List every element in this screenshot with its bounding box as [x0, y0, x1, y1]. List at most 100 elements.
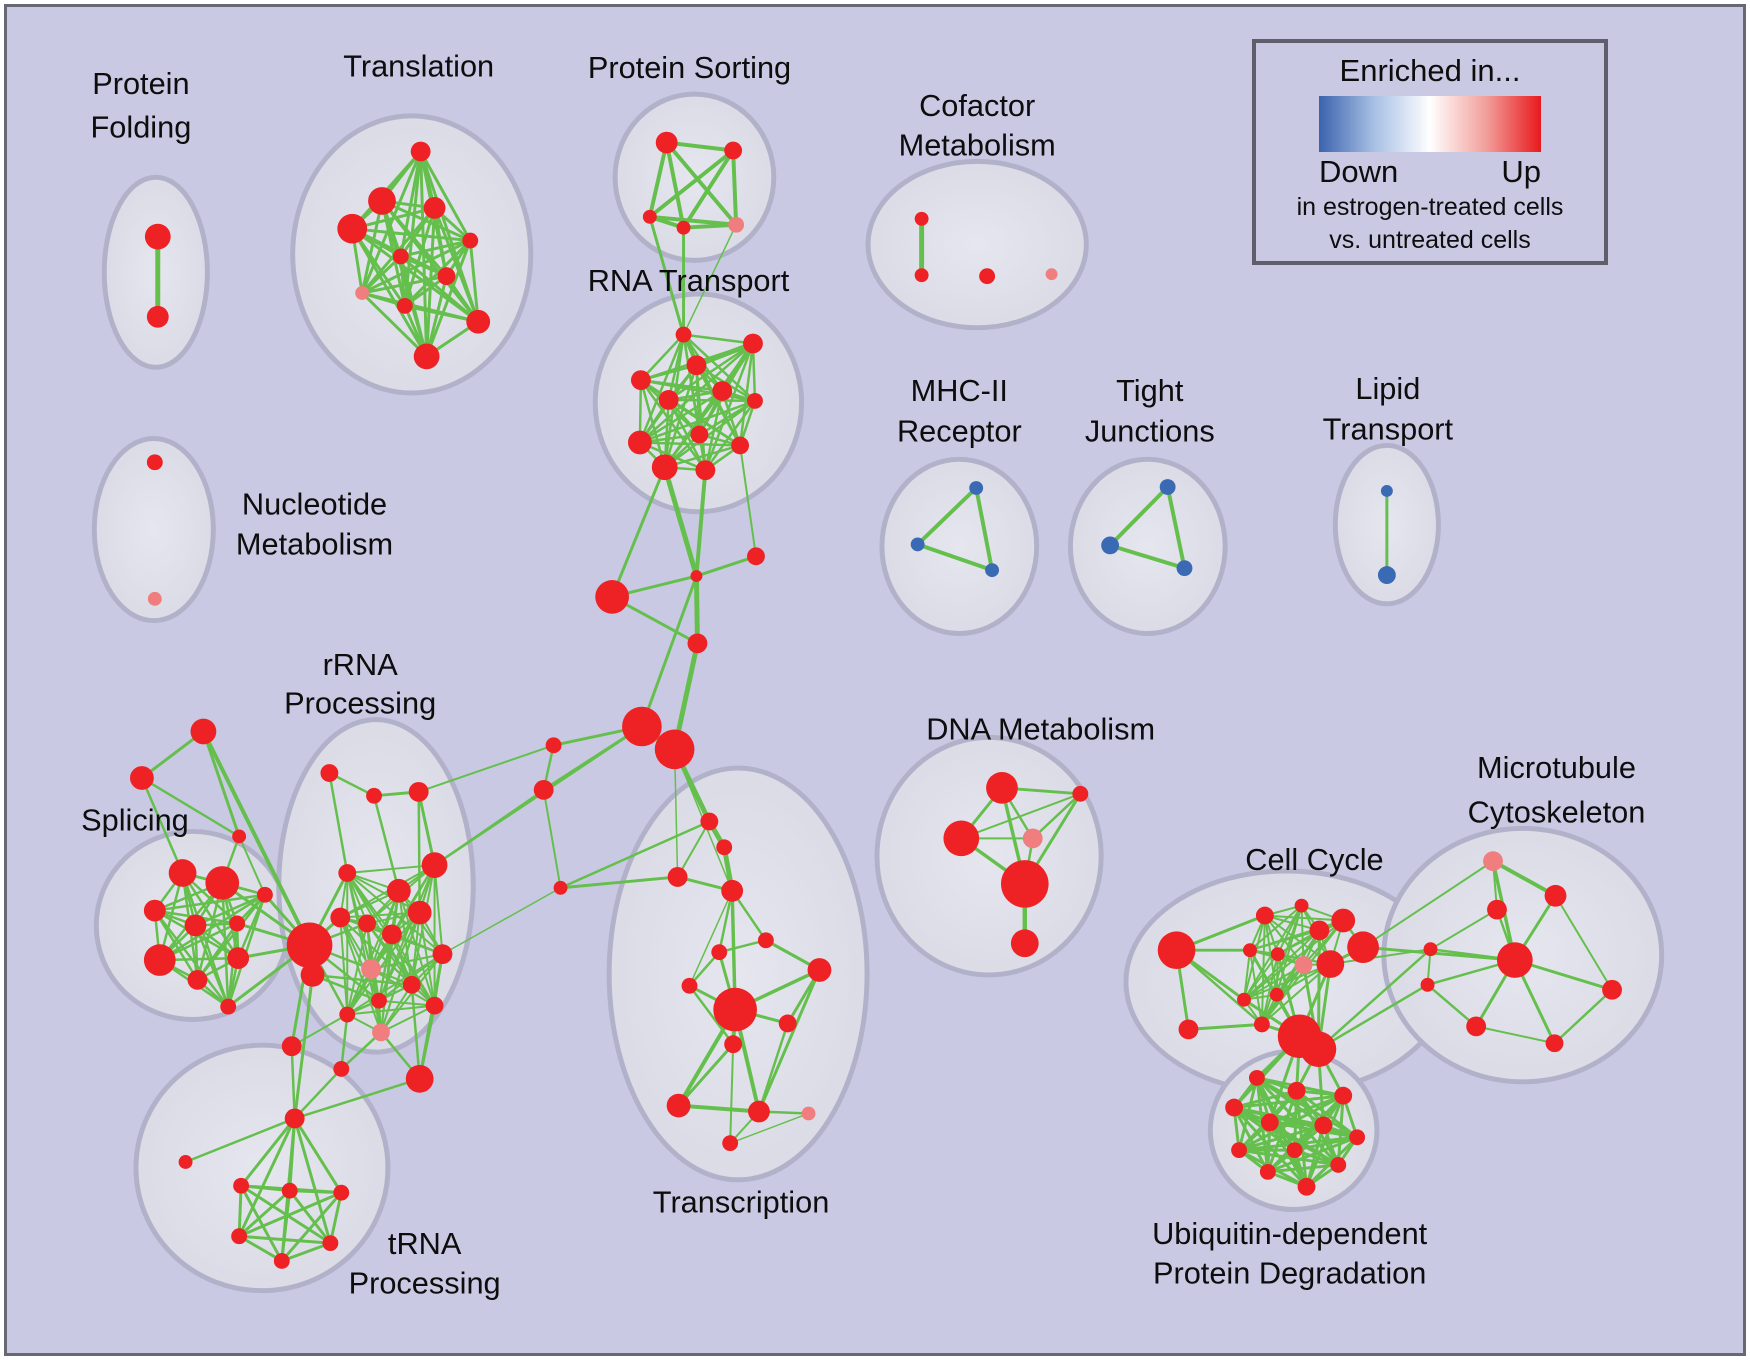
network-node-cc0: [1157, 931, 1196, 969]
network-node-cc3: [1294, 898, 1309, 913]
network-node-mh1: [969, 481, 984, 495]
network-node-ub7: [1349, 1129, 1366, 1146]
network-edge: [379, 1004, 436, 1034]
network-node-nm1: [146, 454, 163, 471]
network-edge: [378, 911, 421, 1002]
network-edge: [1243, 963, 1332, 1001]
network-node-j2: [747, 547, 765, 566]
network-edge: [346, 1004, 436, 1016]
network-node-h2: [654, 729, 695, 770]
network-edge: [350, 227, 429, 358]
network-node-tj1: [1159, 479, 1176, 495]
network-edge: [915, 542, 995, 573]
network-node-cc15: [1347, 931, 1379, 964]
network-edge: [1243, 953, 1279, 1001]
network-node-rt10: [731, 436, 750, 455]
network-node-d5: [1000, 860, 1049, 908]
network-edge: [694, 554, 758, 578]
network-node-tr6: [392, 248, 409, 265]
network-edge: [739, 444, 757, 558]
network-edge: [1266, 1163, 1340, 1174]
network-edge: [158, 893, 267, 962]
network-edge: [1243, 964, 1305, 1001]
network-node-rr11: [371, 992, 387, 1009]
network-node-sp5: [229, 915, 246, 932]
network-edge: [238, 835, 266, 896]
network-edge: [181, 871, 240, 960]
network-node-b1: [595, 580, 629, 614]
cluster-label-mhc-ii-receptor: Receptor: [897, 414, 1022, 449]
network-node-sp9: [256, 886, 273, 903]
network-node-tr10: [466, 309, 491, 334]
network-node-cm1: [914, 211, 929, 226]
network-edge: [1031, 792, 1082, 840]
network-node-ub12: [1297, 1177, 1316, 1196]
network-node-cc6: [1243, 943, 1257, 958]
network-node-pf1: [144, 223, 171, 250]
network-edge: [196, 893, 267, 982]
network-node-tr2: [368, 187, 396, 215]
network-edge: [360, 150, 423, 295]
cluster-ellipse-nucleotide-metabolism: [91, 436, 216, 624]
cluster-ellipse-cofactor-metabolism: [865, 158, 1089, 331]
network-node-cc1: [1178, 1019, 1199, 1040]
network-node-rt1: [675, 326, 692, 343]
network-edge: [1475, 1025, 1556, 1045]
network-edge: [418, 911, 436, 1007]
network-edge: [378, 999, 436, 1007]
network-edge: [682, 223, 737, 336]
network-node-mt4: [1496, 942, 1533, 978]
network-node-ub1: [1248, 1069, 1265, 1086]
network-edge: [441, 887, 562, 955]
cluster-label-nucleotide-metabolism: Nucleotide: [242, 487, 387, 522]
cluster-label-transcription: Transcription: [653, 1184, 830, 1219]
network-edge: [293, 1067, 343, 1120]
network-edge: [1232, 1094, 1345, 1110]
network-node-cc8: [1294, 956, 1313, 974]
network-node-cc10: [1237, 992, 1251, 1007]
cluster-label-splicing: Splicing: [81, 802, 189, 837]
network-node-rr13: [339, 1006, 356, 1023]
cluster-label-rna-transport: RNA Transport: [588, 263, 790, 298]
cluster-label-cofactor-metabolism: Cofactor: [919, 88, 1035, 123]
cluster-label-protein-sorting: Protein Sorting: [588, 50, 791, 85]
network-edge: [372, 794, 401, 893]
network-node-ub3: [1334, 1086, 1353, 1105]
network-node-tr7: [437, 267, 456, 286]
network-edge: [350, 227, 472, 243]
network-edge: [915, 486, 979, 547]
network-edge: [239, 1184, 284, 1263]
network-node-ub4: [1225, 1098, 1244, 1117]
network-node-rr17: [281, 1036, 302, 1057]
network-edge: [468, 239, 480, 324]
cluster-label-ubiquitin-degradation: Protein Degradation: [1153, 1256, 1426, 1291]
network-node-rr5: [358, 914, 377, 933]
network-node-cm4: [1045, 268, 1058, 281]
network-node-rt4: [630, 370, 651, 391]
network-node-rr15: [405, 1064, 434, 1093]
network-node-ub6: [1314, 1116, 1333, 1135]
network-edge: [1108, 543, 1187, 571]
network-edge: [340, 1013, 349, 1071]
network-edge: [677, 1042, 735, 1108]
network-node-d4: [1022, 828, 1043, 849]
network-edge: [346, 889, 400, 1016]
network-node-pf2: [146, 305, 169, 328]
network-edge: [410, 983, 421, 1081]
network-edge: [1276, 919, 1345, 956]
network-node-tx3: [667, 867, 688, 887]
network-edge: [1175, 948, 1264, 1026]
network-edge: [360, 254, 403, 295]
network-edge: [1260, 914, 1266, 1026]
cluster-label-protein-folding: Protein: [92, 66, 189, 101]
network-edge: [328, 771, 349, 875]
network-edge: [366, 922, 436, 1007]
network-edge: [663, 444, 742, 469]
network-svg: Protein Folding Translation Protein Sorting…: [81, 48, 1665, 1301]
network-edge: [417, 744, 555, 793]
network-edge: [676, 1103, 761, 1114]
network-node-cc14: [1300, 1031, 1337, 1067]
network-edge: [226, 893, 267, 1008]
network-edge: [610, 465, 667, 599]
network-edge: [239, 1116, 297, 1188]
